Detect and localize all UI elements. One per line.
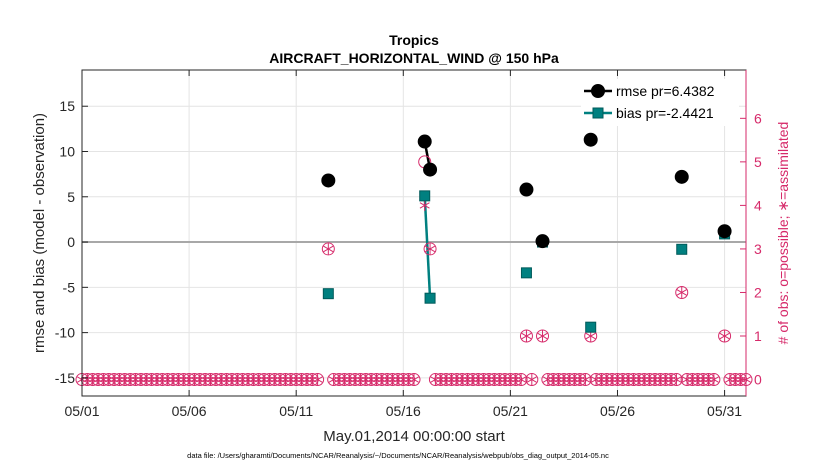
- obs-assimilated-point: [676, 286, 687, 298]
- asterisk-stroke: [521, 332, 532, 340]
- x-tick-label: 05/11: [279, 403, 313, 419]
- rmse-point: [423, 162, 438, 177]
- bias-point: [585, 321, 597, 333]
- asterisk-stroke: [419, 202, 430, 209]
- rmse-point: [583, 132, 598, 147]
- asterisk-stroke: [708, 376, 719, 383]
- obs-assimilated-point: [408, 374, 420, 386]
- asterisk-stroke: [585, 332, 596, 340]
- legend-bias-label: bias pr=-2.4421: [616, 105, 714, 121]
- y-tick-label: -15: [55, 370, 75, 386]
- y2-tick-label: 2: [754, 284, 762, 300]
- y-tick-label: 0: [67, 234, 75, 250]
- obs-assimilated-point: [521, 330, 532, 342]
- obs-possible-point: [578, 373, 592, 387]
- legend: rmse pr=6.4382 bias pr=-2.4421: [581, 79, 739, 126]
- rmse-point: [519, 182, 534, 197]
- obs-assimilated-point: [312, 374, 323, 386]
- y2-tick-label: 3: [754, 241, 762, 257]
- asterisk-stroke: [676, 289, 687, 296]
- obs-possible-point: [707, 373, 721, 387]
- data-file-footnote: data file: /Users/gharamti/Documents/NCA…: [187, 451, 609, 460]
- x-tick-label: 05/26: [600, 403, 635, 419]
- legend-rmse-marker: [591, 84, 605, 98]
- bias-point: [419, 190, 431, 202]
- obs-assimilated-point: [419, 199, 430, 211]
- obs-possible-point: [311, 373, 325, 387]
- obs-possible-point: [536, 329, 550, 343]
- obs-assimilated-point: [580, 374, 591, 386]
- obs-possible-point: [519, 329, 533, 343]
- y2-tick-label: 1: [754, 328, 762, 344]
- y2-tick-label: 5: [754, 154, 762, 170]
- x-tick-label: 05/21: [493, 403, 528, 419]
- obs-assimilated-point: [708, 374, 719, 386]
- x-tick-label: 05/31: [707, 403, 742, 419]
- asterisk-stroke: [323, 245, 334, 253]
- chart-subtitle: AIRCRAFT_HORIZONTAL_WIND @ 150 hPa: [269, 50, 559, 66]
- rmse-point: [674, 169, 689, 184]
- bias-point: [520, 267, 532, 279]
- obs-assimilated-point: [719, 330, 730, 342]
- x-tick-label: 05/16: [386, 403, 421, 419]
- obs-possible-point: [407, 373, 421, 387]
- obs-possible-point: [423, 242, 437, 256]
- bias-point: [424, 292, 436, 304]
- y2-tick-label: 4: [754, 197, 762, 213]
- obs-assimilated-point: [671, 374, 682, 386]
- rmse-point: [535, 234, 550, 249]
- axis-ticks: 05/01 05/06 05/11 05/16 05/21 05/26 05/31 -15 -1…: [55, 70, 762, 419]
- asterisk-stroke: [408, 376, 420, 383]
- y-tick-label: -5: [63, 279, 76, 295]
- y2-tick-label: 0: [754, 372, 762, 388]
- y2-tick-label: 6: [754, 110, 762, 126]
- rmse-point: [417, 134, 432, 149]
- obs-assimilated-point: [323, 243, 334, 255]
- obs-possible-point: [525, 373, 539, 387]
- y-tick-label: 10: [59, 144, 75, 160]
- obs-possible-point: [675, 285, 689, 299]
- legend-bias-marker: [592, 107, 604, 119]
- asterisk-stroke: [580, 376, 591, 383]
- obs-assimilated-point: [516, 374, 527, 386]
- y-tick-label: 15: [59, 98, 75, 114]
- asterisk-stroke: [526, 376, 537, 383]
- obs-assimilated-point: [526, 374, 537, 386]
- asterisk-stroke: [719, 332, 730, 340]
- y-tick-label: -10: [55, 325, 75, 341]
- y-tick-label: 5: [67, 189, 75, 205]
- obs-possible-point: [718, 329, 732, 343]
- y2-axis-label: # of obs: o=possible; ∗=assimilated: [775, 122, 791, 345]
- y-axis-label: rmse and bias (model - observation): [31, 113, 48, 353]
- rmse-point: [321, 173, 336, 188]
- obs-assimilated-point: [425, 243, 436, 255]
- x-axis-label: May.01,2014 00:00:00 start: [323, 428, 505, 445]
- bias-point: [676, 243, 688, 255]
- asterisk-stroke: [312, 376, 323, 383]
- obs-possible-point: [321, 242, 335, 256]
- x-tick-label: 05/01: [64, 403, 99, 419]
- data-marks: [75, 132, 753, 387]
- obs-possible-point: [669, 373, 683, 387]
- asterisk-stroke: [537, 332, 548, 340]
- asterisk-stroke: [425, 245, 436, 253]
- x-tick-label: 05/06: [172, 403, 207, 419]
- legend-rmse-label: rmse pr=6.4382: [616, 83, 715, 99]
- chart-title: Tropics: [389, 32, 439, 48]
- obs-assimilated-point: [537, 330, 548, 342]
- bias-point: [322, 288, 334, 300]
- obs-possible-point: [514, 373, 528, 387]
- rmse-point: [717, 224, 732, 239]
- asterisk-stroke: [671, 376, 682, 383]
- asterisk-stroke: [516, 376, 527, 383]
- legend-box: [581, 79, 739, 126]
